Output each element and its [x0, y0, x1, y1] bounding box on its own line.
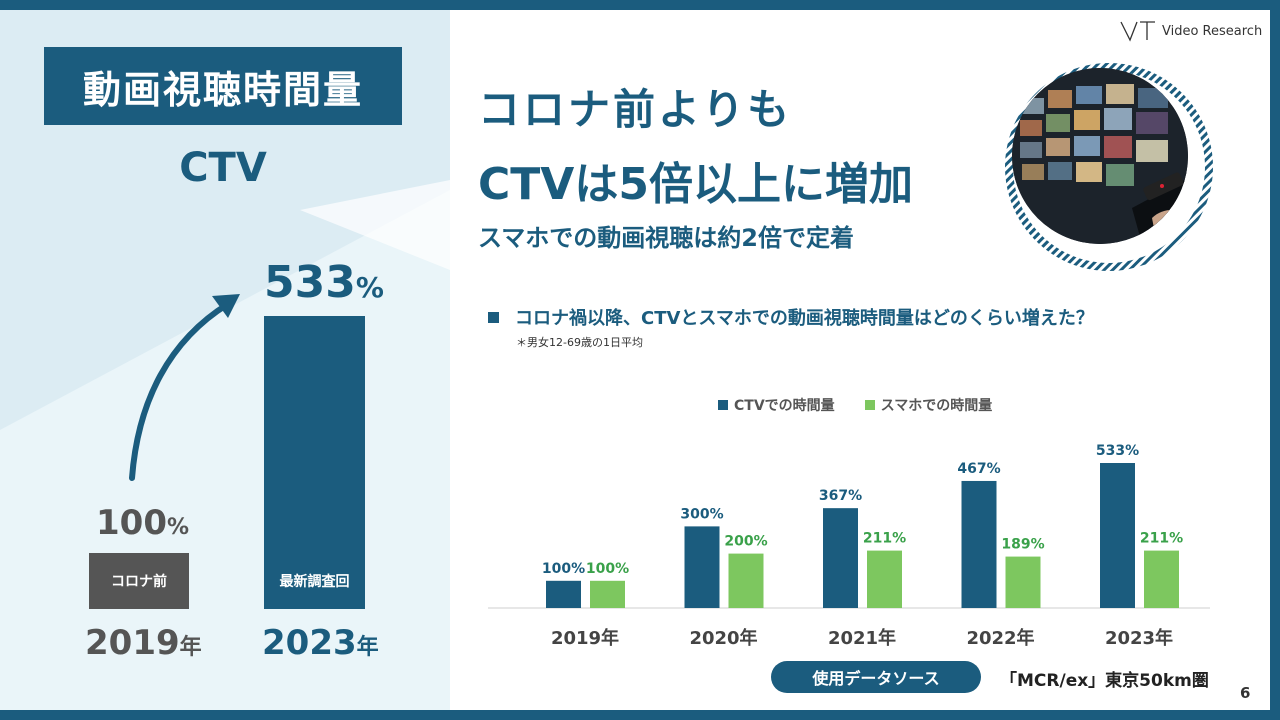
- data-label-phone: 100%: [586, 561, 629, 577]
- bar-ctv: [684, 526, 720, 608]
- tv-wall-photo: [1012, 68, 1188, 244]
- bar-ctv: [823, 508, 858, 608]
- data-label-phone: 211%: [1140, 531, 1183, 547]
- tv-wall-image: [1012, 68, 1188, 244]
- bar-phone: [867, 550, 902, 608]
- chart-question: コロナ禍以降、CTVとスマホでの動画視聴時間量はどのくらい増えた？: [488, 304, 1094, 330]
- bar-ctv: [546, 580, 581, 608]
- before-value: 100%: [96, 503, 190, 543]
- legend-item-ctv: CTVでの時間量: [718, 395, 835, 415]
- data-label-phone: 189%: [1001, 537, 1044, 553]
- growth-arrow-icon: [129, 294, 240, 481]
- data-label-phone: 211%: [863, 531, 906, 547]
- headline-sub: スマホでの動画視聴は約2倍で定着: [478, 224, 854, 252]
- headline-line2: CTVは5倍以上に増加: [478, 159, 913, 210]
- data-label-ctv: 300%: [680, 506, 723, 522]
- x-tick-label: 2023年: [1105, 627, 1173, 649]
- legend-label-ctv: CTVでの時間量: [734, 398, 835, 414]
- after-value: 533%: [264, 257, 384, 308]
- legend-swatch-phone: [864, 400, 875, 410]
- bar-phone: [728, 553, 764, 608]
- legend-swatch-ctv: [718, 400, 728, 410]
- data-label-ctv: 367%: [819, 488, 862, 504]
- page-title: 動画視聴時間量: [44, 47, 402, 125]
- chart-note: ＊男女12-69歳の1日平均: [516, 336, 643, 349]
- logo-text: Video Research: [1162, 23, 1263, 39]
- before-bar: コロナ前: [89, 553, 189, 609]
- before-year: 2019年: [85, 623, 202, 663]
- bar-ctv: [1100, 463, 1135, 608]
- data-source-text: 「MCR/ex」東京50km圏: [1000, 671, 1209, 691]
- data-label-ctv: 533%: [1096, 443, 1139, 459]
- bar-chart: 100% 100% 2019年 300%200% 2020年 367% 211% 2021年 4…: [488, 443, 1210, 649]
- page-number: 6: [1240, 684, 1251, 702]
- chart-legend: CTVでの時間量 スマホでの時間量: [718, 395, 992, 415]
- slide: 動画視聴時間量 CTV 100% 533% コロナ前 最新調査回 2019年 2…: [0, 10, 1270, 710]
- x-tick-label: 2019年: [551, 627, 619, 649]
- after-bar: 最新調査回: [264, 316, 365, 609]
- data-source-label: 使用データソース: [771, 661, 981, 693]
- data-label-ctv: 467%: [957, 461, 1000, 477]
- bar-phone: [1144, 550, 1179, 608]
- headline-line1: コロナ前よりも: [478, 85, 793, 134]
- bar-ctv: [961, 480, 997, 608]
- x-tick-label: 2022年: [966, 627, 1034, 649]
- data-label-phone: 200%: [724, 534, 767, 550]
- ctv-label: CTV: [179, 145, 267, 191]
- logo: Video Research: [1120, 20, 1262, 42]
- legend-label-phone: スマホでの時間量: [880, 398, 993, 414]
- data-label-ctv: 100%: [542, 561, 585, 577]
- video-research-logo-icon: [1120, 21, 1155, 42]
- bar-phone: [590, 580, 625, 608]
- x-tick-label: 2021年: [828, 627, 896, 649]
- after-year: 2023年: [262, 623, 379, 663]
- bullet-square-icon: [488, 311, 499, 323]
- bar-phone: [1005, 556, 1041, 608]
- legend-item-phone: スマホでの時間量: [864, 395, 993, 415]
- x-tick-label: 2020年: [689, 627, 757, 649]
